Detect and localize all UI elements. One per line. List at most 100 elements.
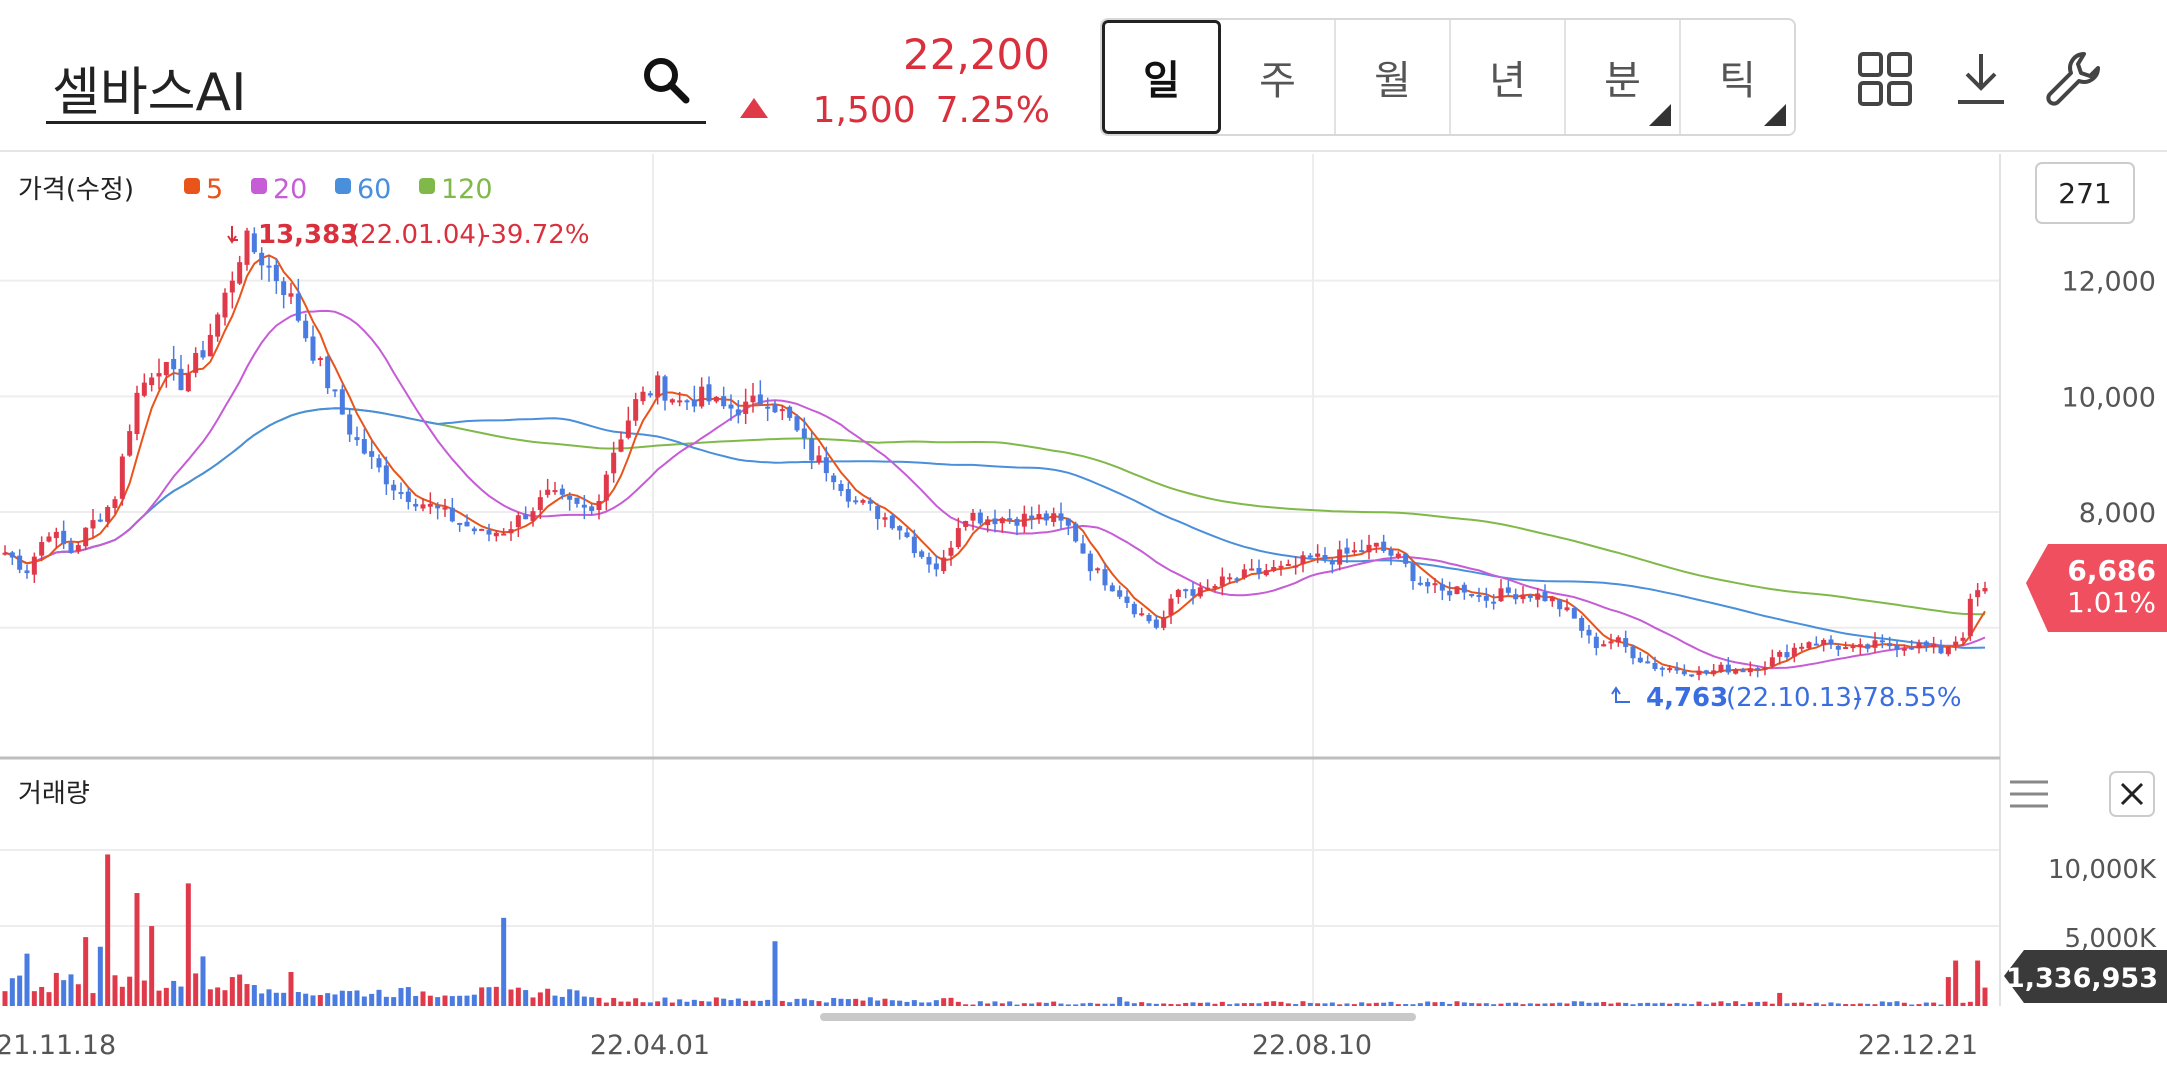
x-axis-label: 22.12.21 — [1858, 1030, 1978, 1061]
volume-bar — [1916, 1004, 1922, 1006]
candle-body — [1901, 648, 1907, 651]
volume-bar — [757, 1000, 763, 1006]
volume-bar — [332, 994, 338, 1006]
volume-bar — [457, 995, 463, 1006]
candle-body — [1102, 569, 1108, 586]
candle-body — [640, 391, 646, 402]
candle-body — [486, 530, 492, 535]
candle-body — [17, 555, 23, 570]
period-label: 년 — [1489, 58, 1526, 104]
volume-bar — [1593, 1002, 1599, 1006]
candle-body — [178, 368, 184, 391]
volume-bar — [149, 926, 155, 1006]
up-arrow-icon — [740, 98, 768, 118]
volume-bar — [1513, 1002, 1519, 1006]
download-icon[interactable] — [1952, 50, 2010, 108]
volume-bar — [1043, 1002, 1049, 1006]
volume-bar — [999, 1003, 1005, 1006]
legend-label: 5 — [206, 174, 223, 205]
candle-body — [281, 281, 287, 296]
candle-body — [1769, 657, 1775, 667]
price-summary: 22,200 1,500 7.25% — [730, 20, 1050, 140]
volume-bar — [735, 998, 741, 1006]
y-axis-labels: 12,000 10,000 8,000 — [2062, 267, 2156, 529]
volume-bar — [1432, 1002, 1438, 1006]
candle-body — [457, 522, 463, 525]
candle-body — [1564, 607, 1570, 611]
candle-body — [508, 529, 514, 534]
stock-chart[interactable]: 가격(수정) 5 20 60 120 13,383 (22.01.04) -39.72… — [0, 153, 2167, 1080]
volume-bar — [1344, 1003, 1350, 1006]
volume-bar — [1256, 1003, 1262, 1006]
candle-body — [1571, 608, 1577, 619]
volume-bar — [581, 996, 587, 1006]
volume-bar — [1931, 1002, 1937, 1006]
volume-bar — [1909, 1004, 1915, 1006]
candle-body — [721, 396, 727, 407]
volume-bar — [53, 972, 59, 1006]
volume-bar — [1645, 1002, 1651, 1006]
candle-body — [669, 399, 675, 403]
volume-tick-label: 5,000K — [2065, 924, 2157, 954]
horizontal-scrollbar[interactable] — [820, 1013, 1416, 1021]
candle-body — [90, 520, 96, 529]
candle-body — [251, 233, 257, 253]
volume-bar — [765, 999, 771, 1006]
volume-bar — [559, 996, 565, 1006]
grid-lines — [0, 153, 2001, 1006]
volume-bar — [1058, 1003, 1064, 1006]
volume-bar — [1579, 1001, 1585, 1006]
period-button-4[interactable]: 분 — [1566, 20, 1681, 134]
volume-bar — [266, 989, 272, 1006]
volume-bar — [545, 988, 551, 1006]
candle-body — [941, 557, 947, 572]
candle-body — [244, 230, 250, 265]
volume-menu-icon[interactable] — [2010, 780, 2048, 808]
period-button-2[interactable]: 월 — [1336, 20, 1451, 134]
candle-body — [1850, 646, 1856, 649]
volume-bar — [1271, 1001, 1277, 1006]
candle-body — [141, 382, 147, 396]
period-button-0[interactable]: 일 — [1102, 20, 1221, 134]
high-date: (22.01.04) — [350, 220, 486, 250]
period-button-5[interactable]: 틱 — [1681, 20, 1794, 134]
candle-body — [809, 438, 815, 461]
candle-body — [185, 373, 191, 392]
candle-body — [31, 556, 37, 575]
period-button-3[interactable]: 년 — [1451, 20, 1566, 134]
volume-bar — [1425, 1001, 1431, 1006]
volume-bar — [1762, 1001, 1768, 1006]
candle-body — [1366, 544, 1372, 553]
period-button-1[interactable]: 주 — [1221, 20, 1336, 134]
chart-area[interactable]: 가격(수정) 5 20 60 120 13,383 (22.01.04) -39.72… — [0, 153, 2167, 1080]
volume-bar — [1029, 1003, 1035, 1006]
candle-body — [765, 406, 771, 409]
header-bar: 셀바스AI 22,200 1,500 7.25% 일 주 월 년 분 틱 — [0, 0, 2167, 152]
volume-bar — [772, 941, 778, 1006]
volume-bar — [801, 998, 807, 1006]
volume-bar — [699, 1001, 705, 1006]
volume-bar — [589, 997, 595, 1006]
volume-bar — [1491, 1004, 1497, 1006]
current-price-badge — [2026, 544, 2167, 632]
volume-bar — [1080, 1003, 1086, 1006]
candle-body — [1894, 645, 1900, 650]
volume-bar — [970, 1004, 976, 1006]
candle-body — [574, 497, 580, 504]
volume-bar — [1564, 1003, 1570, 1006]
close-volume-icon[interactable] — [2109, 771, 2155, 817]
volume-bar — [1469, 1003, 1475, 1006]
wrench-icon[interactable] — [2044, 50, 2102, 108]
volume-bar — [823, 1002, 829, 1006]
candle-count-box[interactable] — [2035, 162, 2135, 224]
candle-body — [625, 420, 631, 438]
volume-bar — [1197, 1002, 1203, 1006]
candle-body — [523, 514, 529, 520]
search-icon[interactable] — [640, 54, 692, 106]
stock-search-field[interactable]: 셀바스AI — [46, 38, 706, 124]
grid-layout-icon[interactable] — [1856, 50, 1914, 108]
candle-body — [347, 414, 353, 435]
candle-body — [149, 377, 155, 386]
candle-body — [1696, 670, 1702, 675]
candle-body — [713, 396, 719, 402]
